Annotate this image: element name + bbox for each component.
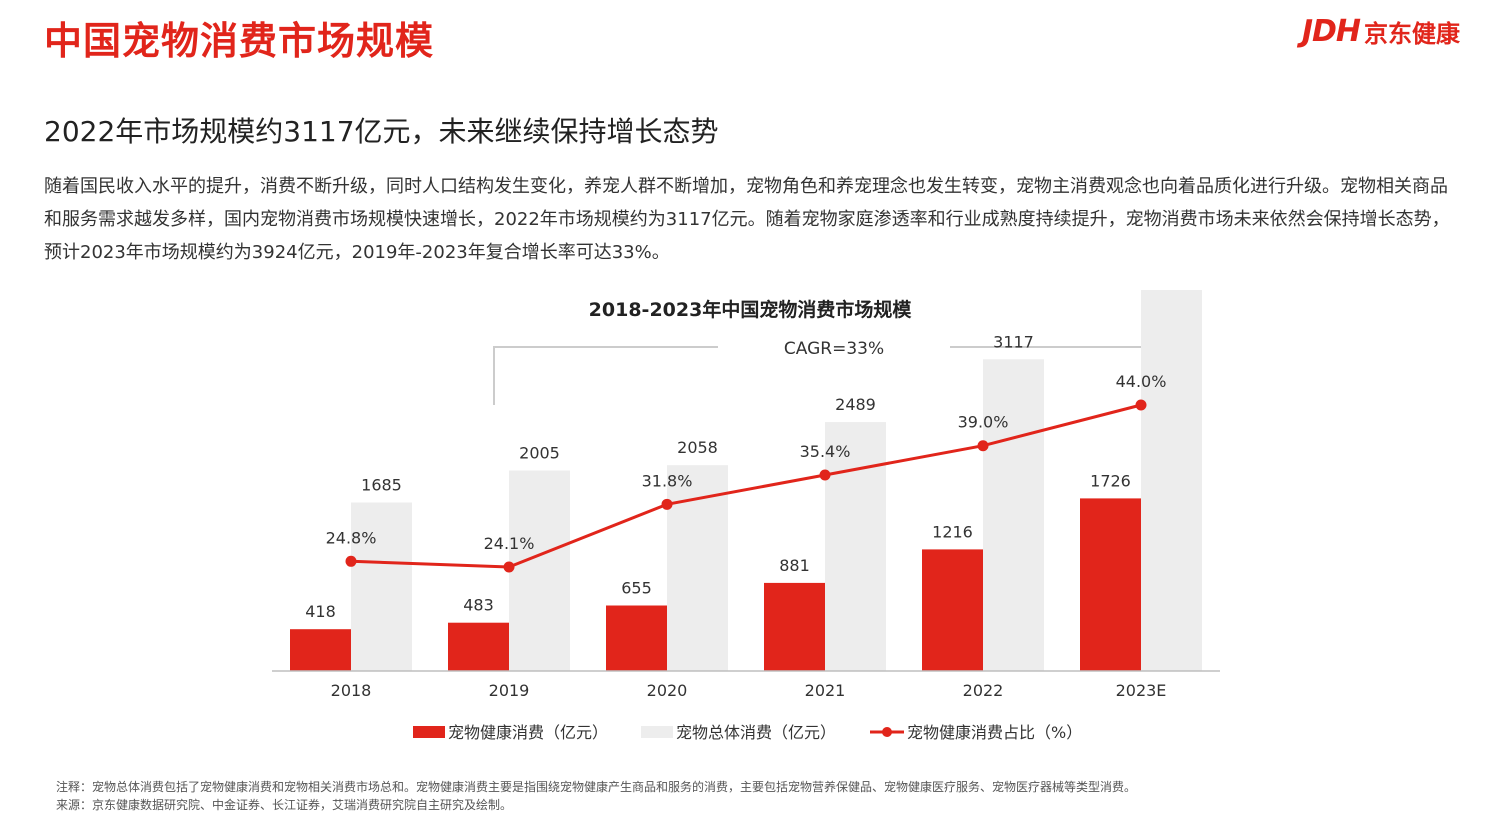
- label-total-2021: 2489: [835, 395, 876, 414]
- point-share-2022: [977, 440, 989, 452]
- label-share-2018: 24.8%: [326, 528, 377, 547]
- bar-total-2023E: [1141, 290, 1202, 671]
- bar-total-2021: [825, 422, 886, 671]
- label-share-2019: 24.1%: [484, 534, 535, 553]
- label-health-2019: 483: [463, 596, 494, 615]
- legend-label-health: 宠物健康消费（亿元）: [448, 723, 608, 742]
- label-total-2018: 1685: [361, 476, 402, 495]
- cagr-label: CAGR=33%: [784, 339, 884, 359]
- bar-total-2018: [351, 502, 412, 671]
- legend-label-share: 宠物健康消费占比（%）: [907, 723, 1082, 742]
- bar-health-2022: [922, 549, 983, 671]
- line-health-share: [350, 403, 1142, 569]
- chart-legend: 宠物健康消费（亿元） 宠物总体消费（亿元） 宠物健康消费占比（%）: [413, 723, 1082, 742]
- point-share-2019: [503, 561, 515, 573]
- legend-swatch-health: [413, 726, 445, 738]
- label-health-2020: 655: [621, 579, 652, 598]
- chart-title: 2018-2023年中国宠物消费市场规模: [589, 298, 913, 321]
- point-share-2018: [345, 555, 357, 567]
- intro-paragraph: 随着国民收入水平的提升，消费不断升级，同时人口结构发生变化，养宠人群不断增加，宠…: [44, 176, 1450, 263]
- source-text: 来源：京东健康数据研究院、中金证券、长江证券，艾瑞消费研究院自主研究及绘制。: [56, 798, 513, 812]
- bar-health-2023E: [1080, 498, 1141, 671]
- bar-total-2019: [509, 470, 570, 671]
- logo-text: 京东健康: [1364, 20, 1460, 48]
- x-tick-2020: 2020: [647, 681, 688, 700]
- section-subtitle: 2022年市场规模约3117亿元，未来继续保持增长态势: [44, 115, 719, 148]
- label-share-2021: 35.4%: [800, 442, 851, 461]
- legend-swatch-total: [641, 726, 673, 738]
- bar-health-2018: [290, 629, 351, 671]
- logo-mark: JDH: [1301, 14, 1361, 49]
- label-total-2019: 2005: [519, 444, 560, 463]
- point-share-2021: [819, 469, 831, 481]
- footnote: 注释：宠物总体消费包括了宠物健康消费和宠物相关消费市场总和。宠物健康消费主要是指…: [56, 778, 1476, 814]
- legend-dot-share: [882, 727, 892, 737]
- label-share-2020: 31.8%: [642, 471, 693, 490]
- x-tick-2021: 2021: [805, 681, 846, 700]
- label-health-2021: 881: [779, 556, 810, 575]
- label-health-2022: 1216: [932, 522, 973, 541]
- bar-health-2020: [606, 605, 667, 671]
- label-share-2023E: 44.0%: [1116, 372, 1167, 391]
- label-total-2022: 3117: [993, 332, 1034, 351]
- market-size-chart: 2018-2023年中国宠物消费市场规模 CAGR=33% 418 1685 483…: [272, 290, 1220, 742]
- x-tick-2023E: 2023E: [1116, 681, 1167, 700]
- label-health-2023E: 1726: [1090, 471, 1131, 490]
- bar-health-2019: [448, 622, 509, 671]
- x-tick-2022: 2022: [963, 681, 1004, 700]
- label-health-2018: 418: [305, 602, 336, 621]
- note-text: 注释：宠物总体消费包括了宠物健康消费和宠物相关消费市场总和。宠物健康消费主要是指…: [56, 780, 1137, 794]
- point-share-2023E: [1135, 399, 1147, 411]
- x-tick-2018: 2018: [331, 681, 372, 700]
- bar-total-2022: [983, 359, 1044, 671]
- cagr-bracket: CAGR=33%: [493, 339, 1175, 405]
- bar-health-2021: [764, 582, 825, 671]
- point-share-2020: [661, 498, 673, 510]
- brand-logo: JDH 京东健康: [1302, 14, 1460, 49]
- x-tick-2019: 2019: [489, 681, 530, 700]
- label-total-2020: 2058: [677, 438, 718, 457]
- page-title: 中国宠物消费市场规模: [44, 19, 435, 63]
- legend-label-total: 宠物总体消费（亿元）: [676, 723, 836, 742]
- label-share-2022: 39.0%: [958, 413, 1009, 432]
